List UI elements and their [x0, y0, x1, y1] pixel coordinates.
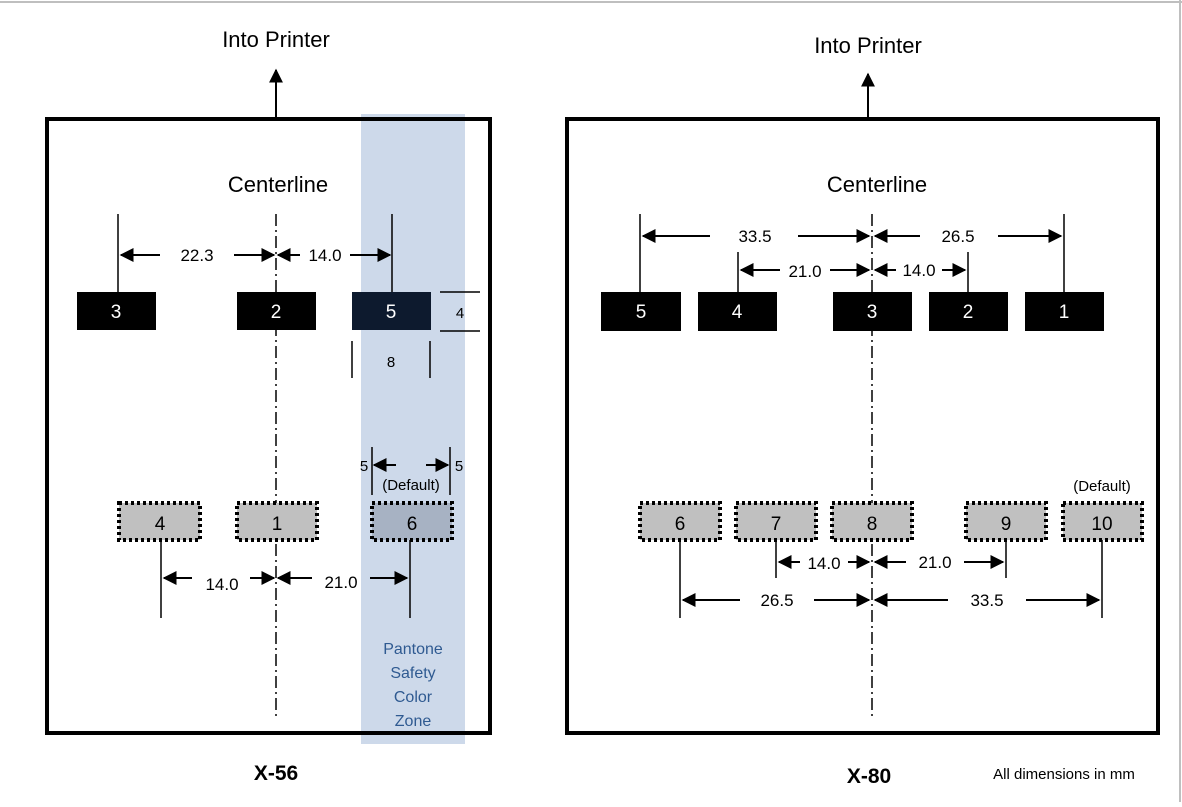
x80-dim-21-0-top: 21.0: [788, 262, 821, 281]
units-note: All dimensions in mm: [993, 766, 1135, 783]
x56-dim-21-0: 21.0: [324, 573, 357, 592]
zone-label-line-1: Pantone: [383, 641, 443, 658]
x56-centerline-label: Centerline: [228, 172, 328, 197]
x56-margin-left-dim: 5: [360, 458, 368, 475]
x56-block-5-label: 5: [386, 302, 397, 323]
x80-block-9-label: 9: [1001, 514, 1012, 535]
x80-frame: [565, 117, 1160, 735]
x80-block-1: [1025, 292, 1104, 331]
x56-block-1-label: 1: [272, 514, 283, 535]
x80-block-1-label: 1: [1059, 302, 1070, 323]
x80-block-3: [833, 292, 912, 331]
x80-block-5-label: 5: [636, 302, 647, 323]
pantone-safety-zone: [361, 114, 465, 744]
x56-block-3: [77, 292, 156, 330]
x56-block-3-label: 3: [111, 302, 122, 323]
x80-block-3-label: 3: [867, 302, 878, 323]
x80-dim-14-0-top: 14.0: [902, 261, 935, 280]
zone-label-line-3: Color: [394, 689, 433, 706]
x56-height-dim: 4: [456, 305, 464, 322]
x56-width-dim: 8: [387, 354, 395, 371]
x56-block-2-label: 2: [271, 302, 282, 323]
x56-into-printer-label: Into Printer: [222, 27, 330, 52]
zone-label-line-4: Zone: [395, 713, 432, 730]
x56-dim-22-3: 22.3: [180, 246, 213, 265]
x80-dim-26-5-top: 26.5: [941, 227, 974, 246]
x56-model-label: X-56: [254, 762, 298, 785]
x56-dim-14-0: 14.0: [308, 246, 341, 265]
x80-into-printer-label: Into Printer: [814, 33, 922, 58]
x80-block-6-label: 6: [675, 514, 686, 535]
x80-block-8: [830, 501, 914, 542]
x80-dim-14-0-bottom: 14.0: [807, 554, 840, 573]
x80-block-10: [1061, 501, 1144, 542]
x80-block-7: [734, 501, 818, 542]
x80-block-2: [929, 292, 1008, 331]
x56-block-5: [352, 292, 431, 330]
zone-label-line-2: Safety: [390, 665, 435, 682]
x80-block-8-label: 8: [867, 514, 878, 535]
x80-block-5: [601, 292, 681, 331]
x80-centerline-label: Centerline: [827, 172, 927, 197]
x56-frame: [45, 117, 492, 735]
x56-panel: Into Printer Centerline 22.3 14.0 3 2 5 …: [45, 27, 492, 785]
x80-block-4-label: 4: [732, 302, 743, 323]
x80-dim-26-5-bottom: 26.5: [760, 591, 793, 610]
x56-block-1: [235, 501, 319, 542]
x80-block-10-label: 10: [1091, 514, 1112, 535]
x56-margin-right-dim: 5: [455, 458, 463, 475]
x56-block-2: [237, 292, 316, 330]
x80-panel: Into Printer Centerline 33.5 26.5 21.0 1…: [565, 33, 1160, 788]
x80-dim-21-0-bottom: 21.0: [918, 553, 951, 572]
x56-default-label: (Default): [382, 477, 440, 494]
x80-dim-33-5-bottom: 33.5: [970, 591, 1003, 610]
x80-default-label: (Default): [1073, 478, 1131, 495]
x80-block-4: [698, 292, 777, 331]
x56-dim-14-0-bottom: 14.0: [205, 575, 238, 594]
x56-block-6-label: 6: [407, 514, 418, 535]
x80-block-7-label: 7: [771, 514, 782, 535]
x56-block-6: [370, 501, 454, 542]
x56-block-4: [117, 501, 202, 542]
x80-model-label: X-80: [847, 765, 891, 788]
x56-block-4-label: 4: [155, 514, 166, 535]
x80-dim-33-5-top: 33.5: [738, 227, 771, 246]
x80-block-2-label: 2: [963, 302, 974, 323]
